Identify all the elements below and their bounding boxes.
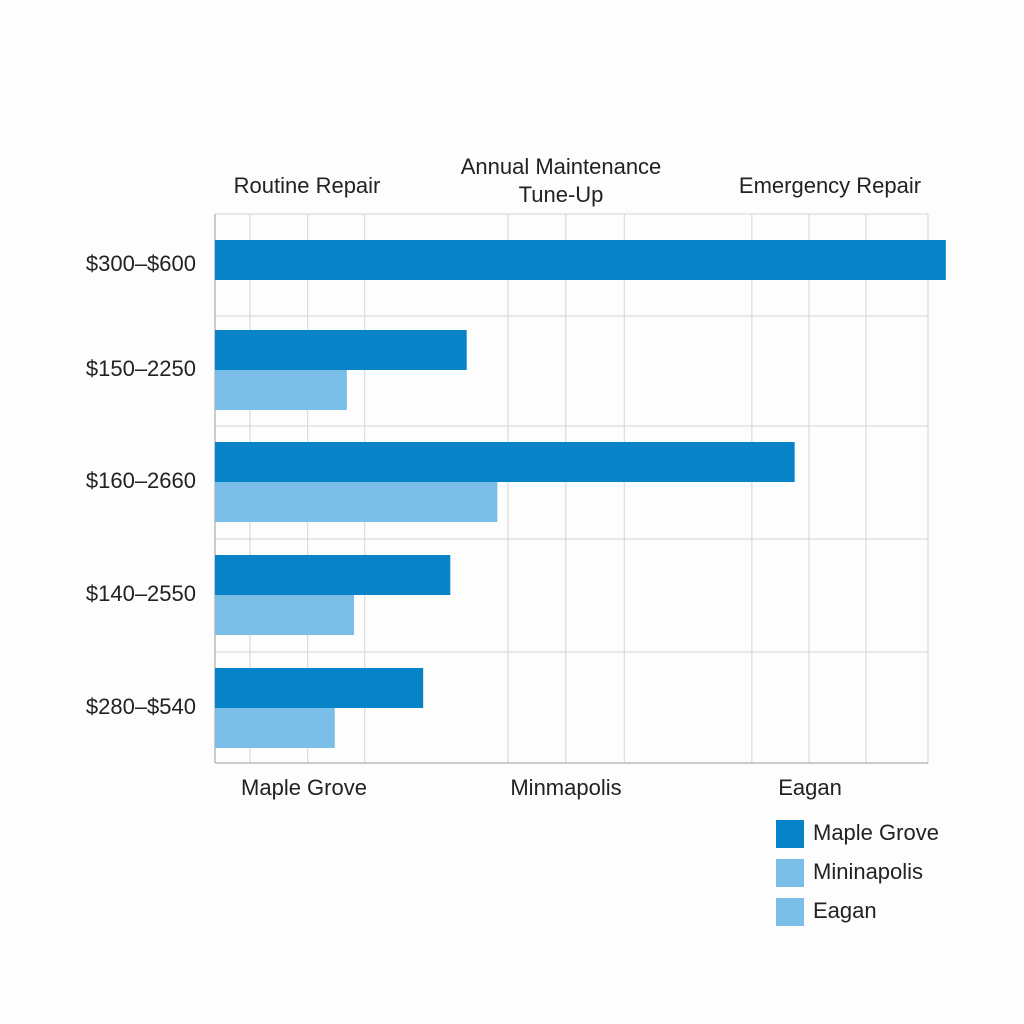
bar xyxy=(215,330,467,370)
group-label: Eagan xyxy=(778,775,842,800)
y-tick-label: $150–2250 xyxy=(86,356,196,381)
y-tick-label: $280–$540 xyxy=(86,694,196,719)
bar xyxy=(215,595,355,635)
column-label: Emergency Repair xyxy=(738,173,922,198)
legend-label: Maple Grove xyxy=(813,820,939,845)
y-tick-label: $160–2660 xyxy=(86,468,196,493)
bar xyxy=(215,555,451,595)
bar xyxy=(215,708,335,748)
column-label: Routine Repair xyxy=(233,173,381,198)
legend-label: Eagan xyxy=(813,898,877,923)
y-tick-label: $300–$600 xyxy=(86,251,196,276)
y-tick-label: $140–2550 xyxy=(86,581,196,606)
group-label: Minmapolis xyxy=(510,775,621,800)
bar xyxy=(215,668,424,708)
legend-swatch xyxy=(776,859,804,887)
column-label: Annual Maintenance Tune-Up xyxy=(460,154,662,207)
bar xyxy=(215,240,946,280)
bar xyxy=(215,370,347,410)
bar xyxy=(215,482,498,522)
legend-label: Mininapolis xyxy=(813,859,923,884)
group-label: Maple Grove xyxy=(241,775,367,800)
bar xyxy=(215,442,795,482)
legend-swatch xyxy=(776,820,804,848)
legend-swatch xyxy=(776,898,804,926)
